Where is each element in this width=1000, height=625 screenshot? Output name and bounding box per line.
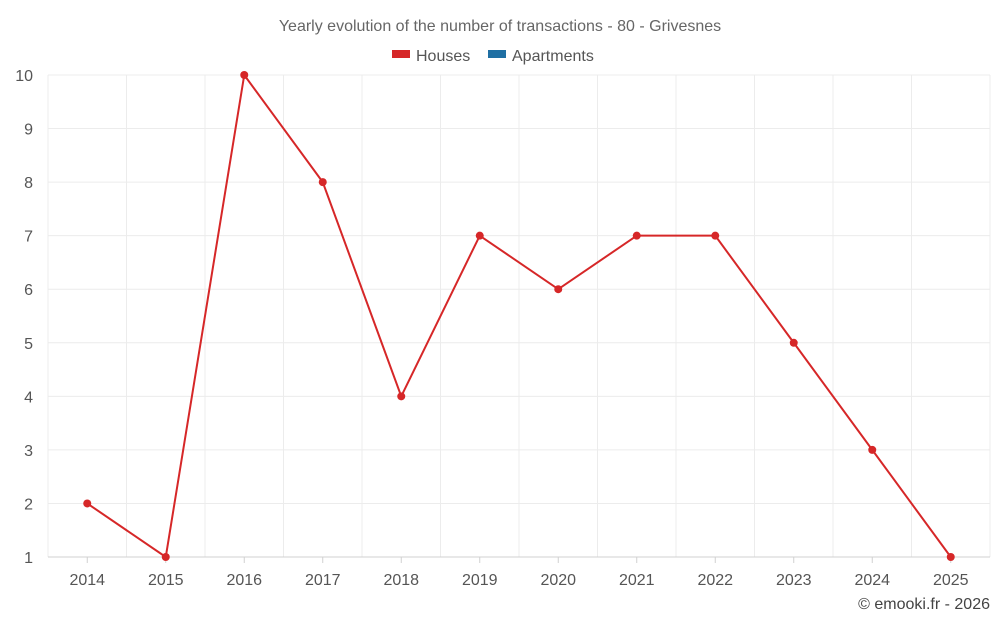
legend: Houses Apartments	[392, 48, 594, 65]
y-tick-label: 7	[24, 229, 33, 246]
data-point[interactable]	[711, 231, 720, 240]
axes: 1 2 3 4 5 6 7 8 9 10 2014 2015 2016 2017 2018 2019 2020 2…	[15, 68, 990, 589]
chart-title: Yearly evolution of the number of transa…	[279, 18, 721, 35]
data-point[interactable]	[161, 553, 170, 561]
x-tick-label: 2024	[854, 572, 890, 589]
x-tick-label: 2023	[776, 572, 812, 589]
series-houses	[83, 71, 955, 561]
y-tick-label: 4	[24, 389, 33, 406]
data-point[interactable]	[868, 445, 877, 454]
legend-swatch-apartments	[488, 50, 506, 58]
x-tick-label: 2017	[305, 572, 341, 589]
data-point[interactable]	[632, 231, 641, 240]
x-tick-label: 2021	[619, 572, 655, 589]
data-point[interactable]	[946, 553, 955, 561]
legend-label-apartments: Apartments	[512, 48, 594, 65]
y-tick-label: 2	[24, 496, 33, 513]
data-point[interactable]	[83, 499, 92, 508]
x-tick-label: 2022	[697, 572, 733, 589]
y-tick-label: 1	[24, 550, 33, 567]
legend-item-apartments[interactable]: Apartments	[488, 48, 594, 65]
x-tick-label: 2020	[540, 572, 576, 589]
data-point[interactable]	[789, 338, 798, 347]
data-point[interactable]	[318, 178, 327, 187]
data-point[interactable]	[475, 231, 484, 240]
legend-item-houses[interactable]: Houses	[392, 48, 470, 65]
legend-label-houses: Houses	[416, 48, 470, 65]
y-tick-label: 9	[24, 122, 33, 139]
data-point[interactable]	[554, 285, 563, 294]
y-tick-label: 5	[24, 336, 33, 353]
y-tick-label: 8	[24, 175, 33, 192]
series-line-houses	[86, 72, 952, 559]
grid	[47, 74, 991, 557]
y-tick-label: 10	[15, 68, 33, 85]
x-tick-label: 2019	[462, 572, 498, 589]
x-tick-label: 2016	[226, 572, 262, 589]
data-point[interactable]	[397, 392, 406, 401]
x-tick-label: 2025	[933, 572, 969, 589]
credit-text: © emooki.fr - 2026	[858, 596, 990, 613]
x-tick-label: 2014	[69, 572, 105, 589]
x-tick-label: 2015	[148, 572, 184, 589]
data-point[interactable]	[240, 71, 249, 79]
y-tick-label: 6	[24, 282, 33, 299]
legend-swatch-houses	[392, 50, 410, 58]
y-tick-label: 3	[24, 443, 33, 460]
x-tick-label: 2018	[383, 572, 419, 589]
